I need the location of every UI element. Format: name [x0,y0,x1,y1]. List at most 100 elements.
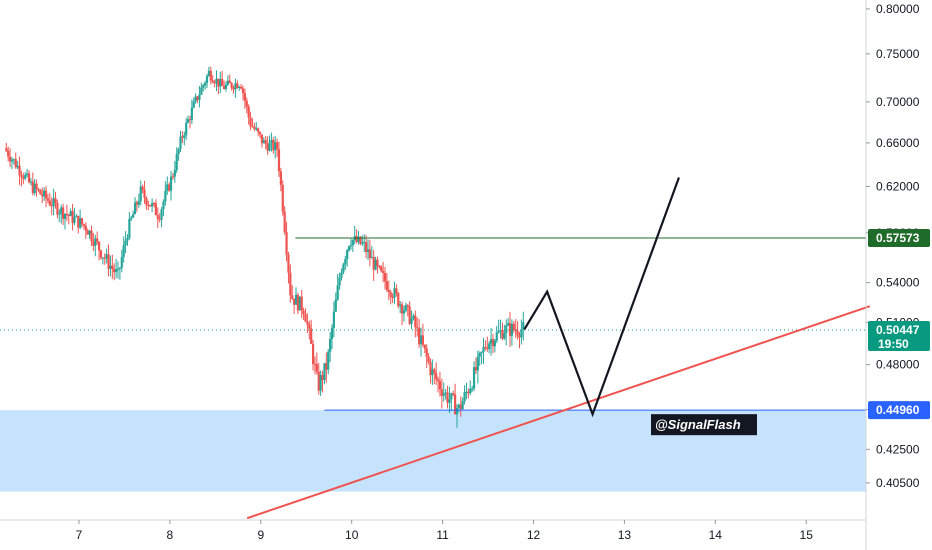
candle-body [236,83,239,88]
candle-body [472,367,476,389]
candle-body [319,374,322,391]
candle-body [338,277,341,286]
support-trendline[interactable] [246,305,871,520]
candle-body [101,257,104,259]
candle-body [516,330,519,336]
candle-body [336,285,339,300]
candle-body [54,198,57,203]
candle-body [35,183,38,190]
candle-body [372,256,375,270]
candle-body [482,347,485,353]
candle-body [495,332,498,341]
candle-body [355,236,358,242]
candle-body [400,304,404,314]
candle-body [503,333,506,339]
candle-body [132,214,135,218]
candle-body [520,329,523,338]
candle-body [329,338,332,352]
candle-body [440,389,443,396]
candle-body [438,381,442,390]
candle-body [450,393,453,400]
candle-body [300,296,303,311]
candle-body [12,159,15,161]
candle-body [175,154,178,171]
candle-body [427,356,430,363]
candle-body [143,189,146,198]
candle-body [249,117,252,127]
candle-body [204,82,207,86]
candle-body [425,348,428,357]
candle-body [84,225,87,231]
candle-body [385,281,389,290]
candle-body [448,399,451,403]
time-tick-label: 11 [436,528,449,542]
candle-body [363,242,366,244]
candle-body [296,294,300,311]
candle-body [215,78,218,84]
candle-body [478,352,481,357]
candle-body [5,148,8,151]
candle-body [374,259,377,270]
watermark-tag [651,414,757,436]
candle-body [71,211,74,223]
price-tick-label: 0.62000 [876,179,920,193]
candle-body [111,265,114,269]
candle-body [177,148,180,155]
candle-body [461,401,464,410]
time-tick-label: 13 [618,528,632,542]
candle-body [109,265,112,269]
candle-body [489,339,493,344]
candle-body [501,330,504,339]
candle-body [75,215,78,217]
candle-body [46,198,50,201]
candle-body [213,82,216,84]
candle-body [80,218,84,225]
time-axis[interactable]: 7 8 9 10 11 12 13 14 15 [76,520,814,542]
candle-body [209,70,212,81]
candle-body [323,363,326,381]
candle-body [446,392,449,403]
candle-body [359,236,362,244]
candle-body [26,173,29,175]
candle-body [522,322,525,330]
candle-body [302,310,305,315]
projected-path[interactable] [523,177,680,418]
candle-body [41,194,44,197]
candle-body [198,94,201,101]
candle-body [168,184,171,191]
candle-body [455,407,459,415]
candle-body [234,83,237,90]
candle-body [277,149,281,172]
candle-body [96,238,99,242]
time-tick-label: 12 [527,528,541,542]
candle-body [171,176,175,178]
candle-body [325,363,328,370]
candle-body [82,224,86,226]
candle-body [474,367,478,371]
candle-body [186,119,190,123]
candle-body [429,362,432,376]
candle-body [173,170,176,177]
candle-body [205,75,209,83]
candle-body [510,323,514,336]
candle-body [285,232,288,255]
candle-body [61,207,65,219]
candle-body [342,264,345,273]
candle-body [435,372,438,380]
candle-body [10,159,14,162]
support-price-badge [868,401,930,420]
candle-body [245,100,248,107]
candle-body [226,80,229,85]
candle-body [408,306,411,324]
candle-body [346,250,349,260]
candle-body [419,335,423,345]
candle-body [444,392,447,394]
candle-body [255,128,258,130]
candle-body [31,181,34,194]
candle-body [219,78,222,87]
candle-body [160,209,163,220]
candle-body [306,321,309,325]
candle-body [188,119,192,121]
candle-body [332,311,335,328]
